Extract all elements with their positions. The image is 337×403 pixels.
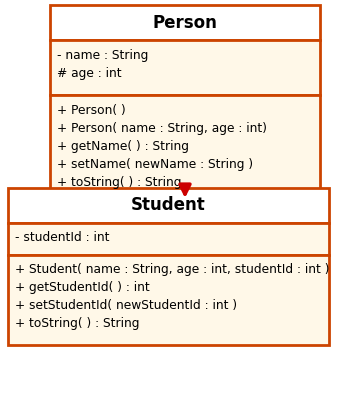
Text: - studentId : int: - studentId : int [15, 231, 110, 244]
Bar [50, 40, 320, 95]
Bar [8, 188, 329, 223]
Text: + setName( newName : String ): + setName( newName : String ) [57, 158, 253, 171]
Text: Person: Person [153, 13, 217, 31]
Text: + setStudentId( newStudentId : int ): + setStudentId( newStudentId : int ) [15, 299, 237, 312]
Bar [50, 5, 320, 40]
Bar [50, 95, 320, 200]
Text: + getName( ) : String: + getName( ) : String [57, 140, 189, 153]
Text: + Student( name : String, age : int, studentId : int ): + Student( name : String, age : int, stu… [15, 263, 330, 276]
Bar [8, 255, 329, 345]
Bar [8, 223, 329, 255]
Text: + toString( ) : String: + toString( ) : String [57, 176, 182, 189]
Text: - name : String: - name : String [57, 49, 148, 62]
Text: + toString( ) : String: + toString( ) : String [15, 317, 140, 330]
Text: + Person( ): + Person( ) [57, 104, 126, 117]
Text: + getStudentId( ) : int: + getStudentId( ) : int [15, 281, 150, 294]
Text: + Person( name : String, age : int): + Person( name : String, age : int) [57, 122, 267, 135]
Text: # age : int: # age : int [57, 67, 122, 80]
Text: Student: Student [131, 197, 206, 214]
